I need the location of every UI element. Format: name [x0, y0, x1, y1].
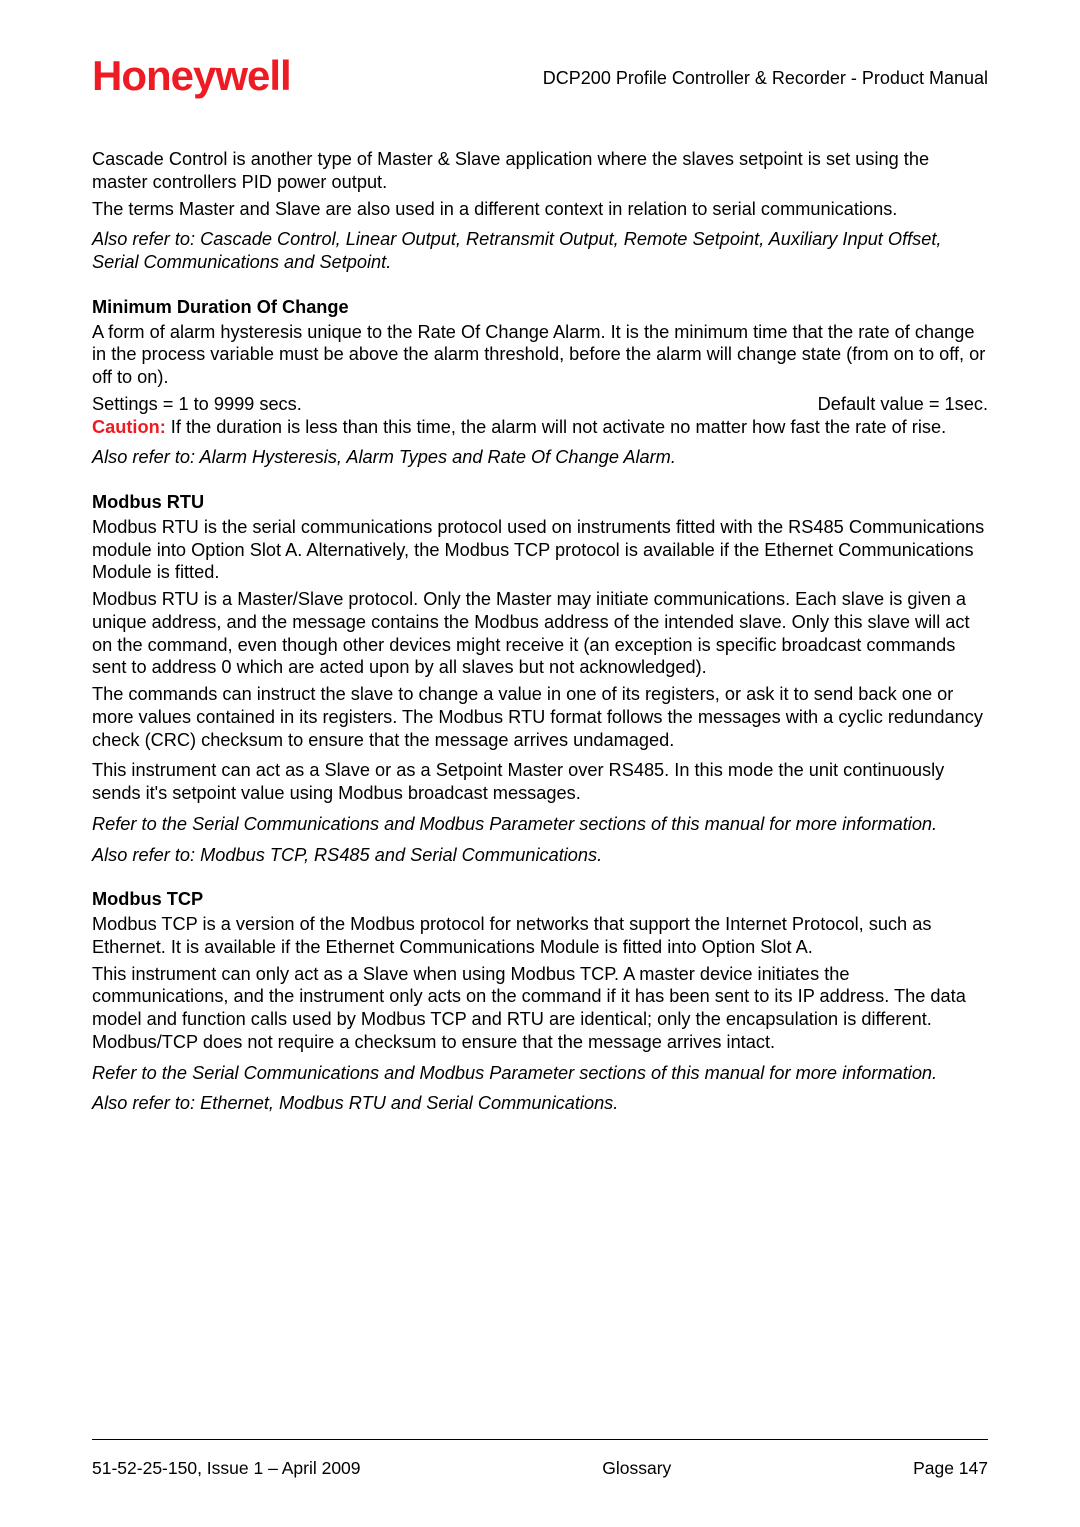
section-heading-modbus-rtu: Modbus RTU	[92, 491, 988, 514]
s1-paragraph-1: A form of alarm hysteresis unique to the…	[92, 321, 988, 389]
s3-paragraph-1: Modbus TCP is a version of the Modbus pr…	[92, 913, 988, 959]
s2-refer-1: Refer to the Serial Communications and M…	[92, 813, 988, 836]
s3-refer-1: Refer to the Serial Communications and M…	[92, 1062, 988, 1085]
document-title: DCP200 Profile Controller & Recorder - P…	[543, 68, 988, 89]
intro-refer: Also refer to: Cascade Control, Linear O…	[92, 228, 988, 274]
s2-paragraph-3: The commands can instruct the slave to c…	[92, 683, 988, 751]
s2-refer-2: Also refer to: Modbus TCP, RS485 and Ser…	[92, 844, 988, 867]
s2-paragraph-1: Modbus RTU is the serial communications …	[92, 516, 988, 584]
s1-settings: Settings = 1 to 9999 secs.	[92, 393, 302, 416]
s1-settings-row: Settings = 1 to 9999 secs. Default value…	[92, 393, 988, 416]
section-heading-modbus-tcp: Modbus TCP	[92, 888, 988, 911]
page-body: Cascade Control is another type of Maste…	[92, 148, 988, 1115]
footer-right: Page 147	[913, 1458, 988, 1479]
footer-row: 51-52-25-150, Issue 1 – April 2009 Gloss…	[92, 1458, 988, 1479]
s3-paragraph-2: This instrument can only act as a Slave …	[92, 963, 988, 1054]
footer-divider	[92, 1439, 988, 1440]
brand-logo: Honeywell	[92, 52, 291, 100]
s2-paragraph-4: This instrument can act as a Slave or as…	[92, 759, 988, 805]
s2-paragraph-2: Modbus RTU is a Master/Slave protocol. O…	[92, 588, 988, 679]
page-footer: 51-52-25-150, Issue 1 – April 2009 Gloss…	[92, 1439, 988, 1479]
intro-paragraph-1: Cascade Control is another type of Maste…	[92, 148, 988, 194]
footer-center: Glossary	[602, 1458, 671, 1479]
caution-text: If the duration is less than this time, …	[166, 417, 946, 437]
page-header: Honeywell DCP200 Profile Controller & Re…	[92, 52, 988, 100]
intro-paragraph-2: The terms Master and Slave are also used…	[92, 198, 988, 221]
s1-caution: Caution: If the duration is less than th…	[92, 416, 988, 439]
caution-label: Caution:	[92, 417, 166, 437]
brand-logo-text: Honeywell	[92, 52, 291, 100]
footer-left: 51-52-25-150, Issue 1 – April 2009	[92, 1458, 361, 1479]
s1-refer: Also refer to: Alarm Hysteresis, Alarm T…	[92, 446, 988, 469]
s3-refer-2: Also refer to: Ethernet, Modbus RTU and …	[92, 1092, 988, 1115]
s1-default: Default value = 1sec.	[818, 393, 988, 416]
section-heading-min-duration: Minimum Duration Of Change	[92, 296, 988, 319]
